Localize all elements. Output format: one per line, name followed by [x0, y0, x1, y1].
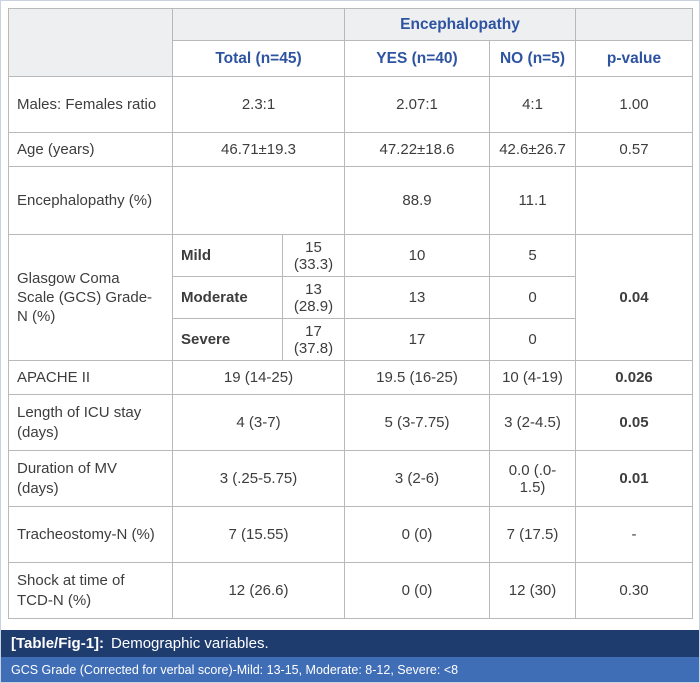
table-row: APACHE II 19 (14-25) 19.5 (16-25) 10 (4-…	[8, 360, 693, 395]
row-gcs-mild-yes: 10	[344, 234, 490, 277]
row-icu-label: Length of ICU stay (days)	[8, 394, 173, 451]
row-icu-total: 4 (3-7)	[172, 394, 345, 451]
row-shock-label: Shock at time of TCD-N (%)	[8, 562, 173, 619]
demographics-table-wrap: Encephalopathy Total (n=45) YES (n=40) N…	[1, 1, 699, 619]
row-gcs-mild-no: 5	[489, 234, 576, 277]
row-gcs-severe-total: 17 (37.8)	[282, 318, 345, 361]
spacer	[1, 619, 699, 630]
row-males-pvalue: 1.00	[575, 76, 693, 133]
header-encephalopathy: Encephalopathy	[344, 8, 576, 41]
table-row: Duration of MV (days) 3 (.25-5.75) 3 (2-…	[8, 450, 693, 507]
row-males-yes: 2.07:1	[344, 76, 490, 133]
row-gcs-moderate-no: 0	[489, 276, 576, 319]
row-enceph-pvalue	[575, 166, 693, 235]
row-apache-no: 10 (4-19)	[489, 360, 576, 395]
row-trach-total: 7 (15.55)	[172, 506, 345, 563]
table-caption-bar: [Table/Fig-1]: Demographic variables.	[1, 630, 699, 657]
row-age-no: 42.6±26.7	[489, 132, 576, 167]
row-mv-no: 0.0 (.0-1.5)	[489, 450, 576, 507]
table-row: Glasgow Coma Scale (GCS) Grade-N (%) Mil…	[8, 234, 693, 361]
row-shock-pvalue: 0.30	[575, 562, 693, 619]
row-shock-total: 12 (26.6)	[172, 562, 345, 619]
header-total-spacer	[172, 8, 345, 41]
row-gcs-severe-no: 0	[489, 318, 576, 361]
row-trach-no: 7 (17.5)	[489, 506, 576, 563]
table-row: Tracheostomy-N (%) 7 (15.55) 0 (0) 7 (17…	[8, 506, 693, 563]
table-caption-label: [Table/Fig-1]:	[11, 635, 105, 652]
row-mv-total: 3 (.25-5.75)	[172, 450, 345, 507]
row-gcs-mild-label: Mild	[172, 234, 283, 277]
row-icu-pvalue: 0.05	[575, 394, 693, 451]
row-enceph-total	[172, 166, 345, 235]
row-mv-label: Duration of MV (days)	[8, 450, 173, 507]
row-icu-no: 3 (2-4.5)	[489, 394, 576, 451]
table-row: Length of ICU stay (days) 4 (3-7) 5 (3-7…	[8, 394, 693, 451]
header-pvalue: p-value	[575, 40, 693, 77]
table-footnote-text: GCS Grade (Corrected for verbal score)-M…	[11, 662, 459, 677]
row-age-yes: 47.22±18.6	[344, 132, 490, 167]
table-footnote-bar: GCS Grade (Corrected for verbal score)-M…	[1, 657, 699, 682]
row-mv-yes: 3 (2-6)	[344, 450, 490, 507]
row-males-total: 2.3:1	[172, 76, 345, 133]
row-gcs-moderate-total: 13 (28.9)	[282, 276, 345, 319]
table-caption-text: Demographic variables.	[111, 635, 269, 652]
row-apache-pvalue: 0.026	[575, 360, 693, 395]
row-gcs-severe-yes: 17	[344, 318, 490, 361]
header-yes: YES (n=40)	[344, 40, 490, 77]
row-apache-yes: 19.5 (16-25)	[344, 360, 490, 395]
table-row: Age (years) 46.71±19.3 47.22±18.6 42.6±2…	[8, 132, 693, 167]
header-total: Total (n=45)	[172, 40, 345, 77]
row-mv-pvalue: 0.01	[575, 450, 693, 507]
row-icu-yes: 5 (3-7.75)	[344, 394, 490, 451]
row-gcs-moderate-yes: 13	[344, 276, 490, 319]
row-age-total: 46.71±19.3	[172, 132, 345, 167]
header-no: NO (n=5)	[489, 40, 576, 77]
demographics-table: Encephalopathy Total (n=45) YES (n=40) N…	[8, 8, 693, 619]
row-shock-no: 12 (30)	[489, 562, 576, 619]
row-trach-yes: 0 (0)	[344, 506, 490, 563]
row-shock-yes: 0 (0)	[344, 562, 490, 619]
row-gcs-label: Glasgow Coma Scale (GCS) Grade-N (%)	[8, 234, 173, 361]
table-row: Moderate 13 (28.9) 13 0	[9, 276, 693, 319]
row-age-label: Age (years)	[8, 132, 173, 167]
table-row: Shock at time of TCD-N (%) 12 (26.6) 0 (…	[8, 562, 693, 619]
row-apache-label: APACHE II	[8, 360, 173, 395]
row-enceph-yes: 88.9	[344, 166, 490, 235]
row-trach-pvalue: -	[575, 506, 693, 563]
row-gcs-severe-label: Severe	[172, 318, 283, 361]
row-trach-label: Tracheostomy-N (%)	[8, 506, 173, 563]
row-males-no: 4:1	[489, 76, 576, 133]
row-age-pvalue: 0.57	[575, 132, 693, 167]
row-enceph-label: Encephalopathy (%)	[8, 166, 173, 235]
table-row: Encephalopathy (%) 88.9 11.1	[8, 166, 693, 235]
row-enceph-no: 11.1	[489, 166, 576, 235]
row-gcs-mild-total: 15 (33.3)	[282, 234, 345, 277]
row-gcs-pvalue: 0.04	[575, 234, 693, 361]
header-pvalue-spacer	[575, 8, 693, 41]
header-corner	[8, 8, 173, 77]
row-males-label: Males: Females ratio	[8, 76, 173, 133]
table-row: Males: Females ratio 2.3:1 2.07:1 4:1 1.…	[8, 76, 693, 133]
row-gcs-moderate-label: Moderate	[172, 276, 283, 319]
row-apache-total: 19 (14-25)	[172, 360, 345, 395]
